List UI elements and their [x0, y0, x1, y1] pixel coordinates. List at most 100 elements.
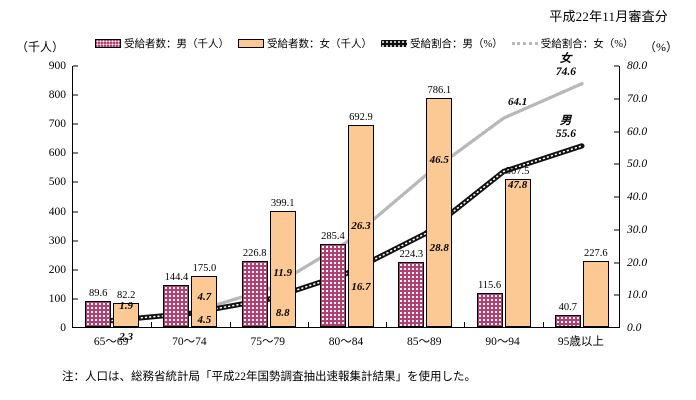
x-axis-category-label: 70～74: [172, 336, 207, 348]
bar-value-label-male: 226.8: [242, 247, 267, 259]
legend-item-male-ratio: 受給割合：男（%）: [381, 36, 503, 51]
bar-value-label-female: 692.9: [349, 112, 373, 124]
bar-value-label-male: 144.4: [164, 271, 189, 283]
bar-female[interactable]: [582, 260, 609, 327]
bar-female[interactable]: [504, 179, 531, 327]
report-period-title: 平成22年11月審査分: [549, 9, 668, 24]
plot-area: 0 100 200 300 400 500 600 700 800 900 0.0 10.0 20.0 3…: [49, 53, 647, 343]
bar-group: 226.8 399.1 11.9 8.8: [230, 66, 308, 327]
legend-label: 受給者数：女（千人）: [267, 39, 372, 50]
bar-male[interactable]: [319, 243, 346, 327]
bar-value-label-female: 399.1: [270, 197, 295, 209]
legend-item-male-count: 受給者数：男（千人）: [95, 36, 229, 51]
y2-axis-tick-label: 10.0: [627, 289, 648, 302]
y2-axis-tick-label: 70.0: [627, 92, 648, 105]
x-axis-category-label: 75～79: [250, 336, 285, 348]
bar-female[interactable]: [113, 303, 140, 327]
bar-group: 40.7 227.6: [543, 66, 621, 327]
ratio-value-label-male: 2.3: [119, 331, 134, 343]
bar-value-label-female: 175.0: [192, 263, 217, 275]
bar-group: 144.4 175.0 4.7 4.5: [151, 66, 229, 327]
bar-male[interactable]: [398, 261, 425, 327]
ratio-value-label-female: 64.1: [507, 96, 528, 109]
legend-label: 受給割合：女（%）: [540, 39, 634, 50]
y-axis-tick-label: 800: [48, 89, 66, 102]
y-axis-tick-mark: [73, 211, 78, 213]
ratio-value-label-female: 1.9: [119, 299, 134, 312]
bar-value-label-male: 285.4: [321, 230, 345, 242]
y-axis-tick-mark: [73, 269, 78, 271]
y-axis-tick-mark: [73, 298, 78, 300]
y2-axis-tick-label: 80.0: [627, 60, 648, 72]
ratio-value-label-male: 47.8: [507, 179, 528, 192]
bar-female[interactable]: [347, 125, 374, 327]
y-axis-tick-mark: [73, 94, 78, 96]
bar-male[interactable]: [163, 284, 190, 327]
y-axis-tick-label: 600: [48, 147, 66, 160]
bar-group: 115.6 507.5 64.1 47.8: [464, 66, 542, 327]
x-axis-tick-mark: [386, 322, 388, 327]
ratio-value-label-male: 4.5: [197, 314, 212, 326]
bar-value-label-male: 224.3: [399, 248, 424, 260]
ratio-value-label-female: 4.7: [197, 290, 212, 303]
bar-value-label-female: 786.1: [427, 85, 452, 97]
legend-item-female-ratio: 受給割合：女（%）: [511, 36, 634, 51]
series-end-label-female-name: 女: [559, 52, 572, 65]
y2-axis-tick-label: 60.0: [627, 125, 648, 138]
y-axis-tick-label: 900: [48, 60, 66, 72]
male-line-swatch-icon: [381, 40, 407, 47]
ratio-value-label-female: 11.9: [273, 267, 293, 280]
bar-female[interactable]: [191, 276, 218, 327]
x-axis-category-label: 65～69: [93, 336, 129, 348]
y-axis-tick-mark: [73, 181, 78, 183]
x-axis-category-label: 90～94: [485, 336, 520, 348]
bar-group: 89.6 82.2 1.9 2.3: [73, 66, 151, 343]
y2-axis-tick-label: 20.0: [627, 256, 648, 269]
bar-value-label-male: 40.7: [558, 302, 578, 314]
bar-male[interactable]: [85, 300, 112, 327]
chart-legend: 受給者数：男（千人） 受給者数：女（千人） 受給割合：男（%） 受給割合：女（%…: [95, 36, 634, 51]
y2-axis-tick-mark: [614, 262, 619, 263]
x-axis-tick-mark: [464, 322, 466, 327]
y-axis-tick-label: 100: [48, 292, 66, 305]
y-axis-tick-label: 200: [48, 263, 66, 276]
y-axis-tick-mark: [73, 240, 78, 242]
y-axis-tick-label: 500: [48, 176, 66, 189]
bar-female[interactable]: [426, 98, 453, 327]
y-axis-tick-mark: [73, 152, 78, 154]
y-axis-tick-mark: [73, 65, 78, 67]
line-series-layer: [109, 82, 585, 324]
y-axis-tick-label: 300: [48, 234, 66, 247]
bar-value-label-female: 507.5: [505, 166, 530, 178]
series-end-label-female-value: 74.6: [555, 65, 576, 78]
bar-male[interactable]: [476, 293, 503, 327]
bar-male[interactable]: [554, 315, 581, 327]
y2-axis-tick-mark: [614, 229, 619, 231]
y2-axis-tick-mark: [614, 65, 619, 67]
x-axis-category-label: 85～89: [407, 336, 442, 348]
bar-female[interactable]: [269, 210, 296, 327]
bar-male[interactable]: [241, 260, 268, 327]
x-axis-tick-mark: [229, 322, 231, 327]
y2-axis-tick-mark: [614, 163, 619, 165]
legend-label: 受給割合：男（%）: [410, 39, 503, 50]
bar-group: 224.3 786.1 46.5 28.8: [386, 66, 464, 327]
female-bar-swatch-icon: [238, 39, 264, 48]
bar-group: 285.4 692.9 26.3 16.7: [308, 66, 386, 327]
x-axis-labels: 65～69 70～74 75～79 80～84 85～89 90～94 95歳以上: [72, 333, 620, 351]
male-bar-swatch-icon: [95, 39, 121, 48]
line-series-male-ratio-beads: [111, 145, 583, 322]
x-axis-tick-mark: [542, 322, 544, 327]
ratio-value-label-female: 26.3: [351, 219, 371, 232]
y2-axis-tick-mark: [614, 98, 619, 100]
ratio-value-label-male: 8.8: [275, 307, 290, 320]
y2-axis-tick-label: 50.0: [627, 158, 648, 171]
x-axis-tick-mark: [307, 322, 309, 327]
bar-value-label-male: 115.6: [477, 280, 502, 292]
bar-value-label-female: 227.6: [584, 247, 608, 259]
ratio-value-label-male: 16.7: [351, 281, 371, 294]
legend-label: 受給者数：男（千人）: [124, 39, 229, 50]
y-axis-tick-label: 400: [48, 205, 66, 218]
y-axis-tick-label: 700: [48, 118, 66, 131]
